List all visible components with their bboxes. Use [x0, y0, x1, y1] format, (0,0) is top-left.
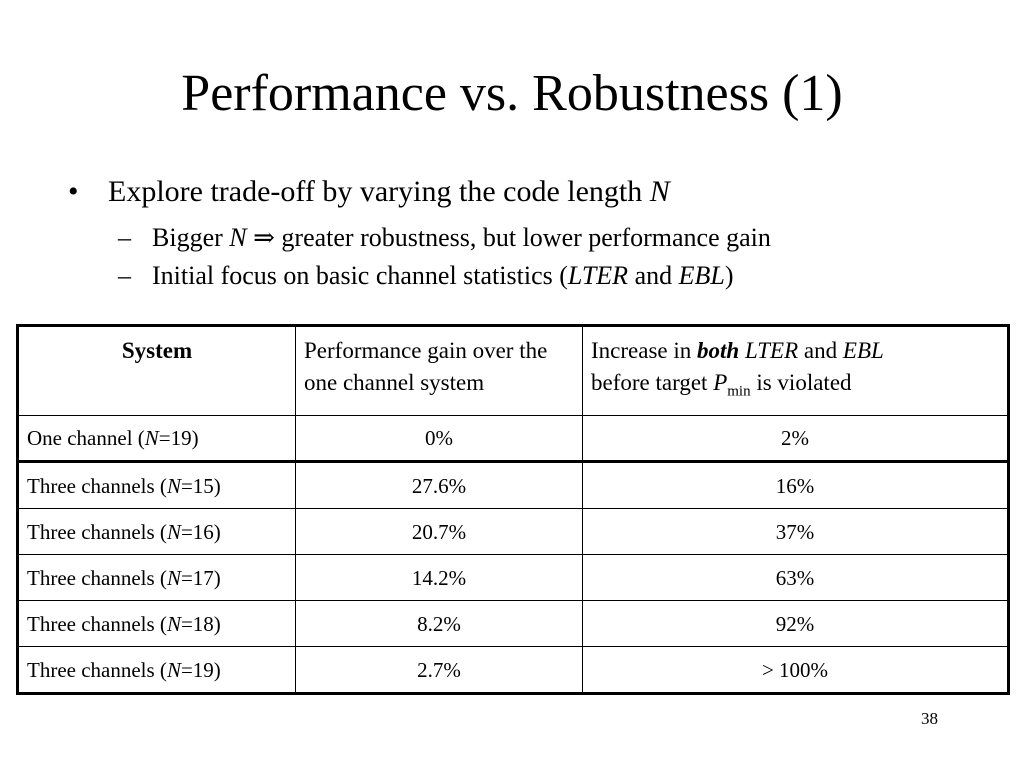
row-increase: 63% — [582, 554, 1009, 601]
sub-bullet-2: – Initial focus on basic channel statisti… — [118, 258, 734, 294]
row-increase: 37% — [582, 508, 1009, 555]
row-system: Three channels (N=17) — [17, 554, 296, 601]
sub2-italic-ebl: EBL — [678, 261, 725, 290]
table-row: Three channels (N=15) 27.6% 16% — [17, 461, 1009, 509]
sub1-text-b: greater robustness, but lower performanc… — [281, 223, 771, 252]
slide-title: Performance vs. Robustness (1) — [181, 65, 843, 122]
row-performance-gain: 14.2% — [295, 554, 583, 601]
implies-arrow-icon: ⇒ — [246, 223, 282, 252]
sub-bullet-marker: – — [118, 261, 131, 290]
row-system: One channel (N=19) — [17, 415, 296, 463]
bullet-main: • Explore trade-off by varying the code l… — [68, 172, 670, 212]
row-increase: 16% — [582, 461, 1009, 509]
row-increase: 92% — [582, 600, 1009, 647]
row-increase: > 100% — [582, 646, 1009, 694]
results-table: System Performance gain over the one cha… — [16, 324, 1010, 695]
sub2-text-c: ) — [724, 261, 734, 290]
sub1-italic-n: N — [229, 223, 247, 252]
row-performance-gain: 20.7% — [295, 508, 583, 555]
bullet-main-text: Explore trade-off by varying the code le… — [108, 175, 650, 208]
sub-bullet-1: – Bigger N ⇒ greater robustness, but lowe… — [118, 220, 771, 256]
sub2-italic-lter: LTER — [567, 261, 629, 290]
header-system: System — [17, 325, 296, 416]
row-performance-gain: 2.7% — [295, 646, 583, 694]
row-performance-gain: 0% — [295, 415, 583, 463]
table-row: Three channels (N=16) 20.7% 37% — [17, 508, 1009, 555]
table-row: One channel (N=19) 0% 2% — [17, 415, 1009, 463]
sub-bullet-marker: – — [118, 223, 131, 252]
header-increase: Increase in both LTER and EBL before targ… — [582, 325, 1009, 416]
row-system: Three channels (N=15) — [17, 461, 296, 509]
table-header-row: System Performance gain over the one cha… — [17, 325, 1009, 416]
sub2-text-b: and — [628, 261, 679, 290]
row-performance-gain: 27.6% — [295, 461, 583, 509]
row-increase: 2% — [582, 415, 1009, 463]
table-row: Three channels (N=18) 8.2% 92% — [17, 600, 1009, 647]
bullet-main-italic: N — [649, 175, 670, 208]
row-system: Three channels (N=19) — [17, 646, 296, 694]
table-row: Three channels (N=17) 14.2% 63% — [17, 554, 1009, 601]
row-system: Three channels (N=18) — [17, 600, 296, 647]
sub1-text-a: Bigger — [152, 223, 230, 252]
sub2-text-a: Initial focus on basic channel statistic… — [152, 261, 568, 290]
row-performance-gain: 8.2% — [295, 600, 583, 647]
page-number: 38 — [921, 709, 938, 728]
bullet-marker: • — [68, 175, 79, 208]
row-system: Three channels (N=16) — [17, 508, 296, 555]
table-row: Three channels (N=19) 2.7% > 100% — [17, 646, 1009, 694]
header-performance-gain: Performance gain over the one channel sy… — [295, 325, 583, 416]
